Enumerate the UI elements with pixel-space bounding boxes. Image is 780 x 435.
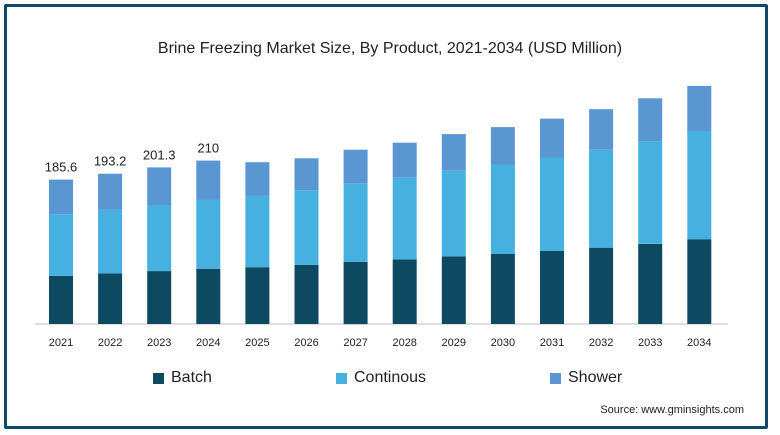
x-tick-label-2034: 2034 <box>687 337 711 349</box>
bar-batch-2034 <box>687 239 712 324</box>
bar-continous-2033 <box>638 141 663 244</box>
x-tick-label-2023: 2023 <box>147 337 171 349</box>
bar-batch-2029 <box>441 256 466 324</box>
bar-batch-2031 <box>540 250 564 324</box>
x-tick-label-2027: 2027 <box>343 337 367 349</box>
x-tick-label-2029: 2029 <box>442 337 466 349</box>
legend-label-shower: Shower <box>568 369 623 386</box>
bar-shower-2024 <box>196 160 221 200</box>
x-tick-label-2033: 2033 <box>638 337 662 349</box>
bar-shower-2030 <box>490 127 515 165</box>
bar-shower-2034 <box>687 85 712 131</box>
bar-shower-2031 <box>540 118 564 158</box>
bar-shower-2029 <box>441 134 466 171</box>
x-tick-label-2030: 2030 <box>491 337 515 349</box>
bar-continous-2032 <box>589 149 614 248</box>
bar-batch-2027 <box>343 261 368 325</box>
x-tick-label-2031: 2031 <box>540 337 564 349</box>
legend-item-batch: Batch <box>153 369 212 387</box>
bar-batch-2030 <box>490 254 515 324</box>
bar-batch-2032 <box>589 247 614 324</box>
bar-continous-2034 <box>687 131 712 240</box>
bar-continous-2025 <box>245 195 270 268</box>
bar-shower-2033 <box>638 98 663 142</box>
legend-label-continous: Continous <box>354 369 427 386</box>
legend-label-batch: Batch <box>171 369 212 386</box>
legend-swatch-continous <box>336 372 347 384</box>
bar-batch-2023 <box>147 271 172 324</box>
bar-shower-2025 <box>245 162 270 196</box>
x-tick-label-2028: 2028 <box>392 337 416 349</box>
source-note: Source: www.gminsights.com <box>600 404 744 416</box>
x-tick-label-2021: 2021 <box>49 337 73 349</box>
x-tick-label-2024: 2024 <box>196 337 220 349</box>
x-tick-label-2022: 2022 <box>98 337 122 349</box>
legend: Batch Continous Shower <box>0 369 780 393</box>
bar-continous-2030 <box>490 164 515 254</box>
bar-shower-2021 <box>49 179 73 215</box>
bar-continous-2021 <box>49 214 73 276</box>
bar-shower-2022 <box>98 173 123 210</box>
bar-continous-2031 <box>540 157 564 251</box>
x-tick-label-2026: 2026 <box>294 337 318 349</box>
legend-item-shower: Shower <box>550 369 622 387</box>
legend-item-continous: Continous <box>336 369 426 387</box>
bar-continous-2026 <box>294 190 319 265</box>
chart-title: Brine Freezing Market Size, By Product, … <box>157 40 623 57</box>
bar-continous-2023 <box>147 204 172 271</box>
legend-swatch-shower <box>550 372 561 384</box>
total-label-2022: 193.2 <box>94 154 127 169</box>
bar-batch-2022 <box>98 273 123 324</box>
bar-batch-2028 <box>392 259 417 324</box>
bar-batch-2021 <box>49 275 73 324</box>
bar-shower-2023 <box>147 167 172 205</box>
bar-shower-2032 <box>589 109 614 150</box>
bar-batch-2033 <box>638 243 663 324</box>
bar-shower-2028 <box>392 142 417 178</box>
bar-continous-2024 <box>196 199 221 269</box>
bar-batch-2025 <box>245 267 270 324</box>
legend-swatch-batch <box>153 372 164 384</box>
bar-batch-2024 <box>196 268 221 324</box>
total-label-2024: 210 <box>197 141 219 156</box>
total-label-2021: 185.6 <box>45 160 78 175</box>
x-tick-label-2032: 2032 <box>589 337 613 349</box>
bar-continous-2029 <box>441 170 466 257</box>
bar-shower-2026 <box>294 158 319 191</box>
bar-continous-2022 <box>98 209 123 274</box>
total-label-2023: 201.3 <box>143 147 176 162</box>
bar-continous-2027 <box>343 183 368 262</box>
bar-batch-2026 <box>294 264 319 324</box>
bar-continous-2028 <box>392 177 417 260</box>
bar-shower-2027 <box>343 149 368 184</box>
x-tick-label-2025: 2025 <box>245 337 269 349</box>
